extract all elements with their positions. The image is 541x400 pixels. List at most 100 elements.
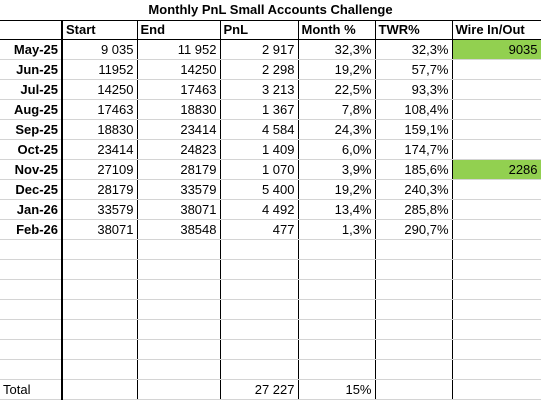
blank-cell	[137, 379, 221, 400]
start-cell: 23414	[62, 139, 138, 160]
end-cell: 18830	[137, 99, 221, 120]
twr-cell: 32,3%	[375, 39, 453, 60]
month-pct-cell: 22,5%	[298, 79, 376, 100]
wire-cell	[452, 99, 541, 120]
blank-cell	[452, 299, 541, 320]
month-pct-cell: 7,8%	[298, 99, 376, 120]
blank-cell	[298, 359, 376, 380]
twr-cell: 240,3%	[375, 179, 453, 200]
start-cell: 18830	[62, 119, 138, 140]
twr-cell: 185,6%	[375, 159, 453, 180]
column-header: Start	[62, 20, 138, 40]
blank-cell	[375, 379, 453, 400]
end-cell: 17463	[137, 79, 221, 100]
data-row: Sep-25 18830 23414 4 584 24,3% 159,1%	[0, 119, 541, 140]
pnl-cell: 4 584	[220, 119, 299, 140]
blank-cell	[0, 239, 63, 260]
start-cell: 27109	[62, 159, 138, 180]
title-row: Monthly PnL Small Accounts Challenge	[0, 0, 541, 21]
blank-cell	[375, 259, 453, 280]
end-cell: 28179	[137, 159, 221, 180]
blank-cell	[452, 359, 541, 380]
start-cell: 17463	[62, 99, 138, 120]
total-month-pct: 15%	[298, 379, 376, 400]
sheet-title: Monthly PnL Small Accounts Challenge	[0, 0, 541, 21]
month-pct-cell: 1,3%	[298, 219, 376, 240]
blank-cell	[0, 299, 63, 320]
blank-cell	[62, 239, 138, 260]
pnl-cell: 2 917	[220, 39, 299, 60]
blank-cell	[137, 359, 221, 380]
end-cell: 11 952	[137, 39, 221, 60]
column-header: Wire In/Out	[452, 20, 541, 40]
blank-cell	[298, 259, 376, 280]
start-cell: 28179	[62, 179, 138, 200]
pnl-cell: 477	[220, 219, 299, 240]
pnl-cell: 1 070	[220, 159, 299, 180]
month-label: Oct-25	[0, 139, 63, 160]
twr-cell: 159,1%	[375, 119, 453, 140]
data-row: Jun-25 11952 14250 2 298 19,2% 57,7%	[0, 59, 541, 80]
month-label: Jan-26	[0, 199, 63, 220]
blank-cell	[375, 279, 453, 300]
blank-cell	[298, 279, 376, 300]
data-row: Feb-26 38071 38548 477 1,3% 290,7%	[0, 219, 541, 240]
blank-cell	[452, 319, 541, 340]
blank-cell	[62, 359, 138, 380]
blank-row	[0, 259, 541, 280]
blank-cell	[220, 279, 299, 300]
header-row: Start End PnL Month % TWR% Wire In/Out	[0, 20, 541, 40]
blank-row	[0, 339, 541, 360]
pnl-cell: 2 298	[220, 59, 299, 80]
blank-cell	[375, 359, 453, 380]
blank-cell	[0, 359, 63, 380]
month-label: Dec-25	[0, 179, 63, 200]
blank-cell	[137, 259, 221, 280]
blank-cell	[298, 239, 376, 260]
end-cell: 24823	[137, 139, 221, 160]
blank-cell	[62, 319, 138, 340]
data-row: Aug-25 17463 18830 1 367 7,8% 108,4%	[0, 99, 541, 120]
end-cell: 38071	[137, 199, 221, 220]
month-label: Jul-25	[0, 79, 63, 100]
pnl-cell: 3 213	[220, 79, 299, 100]
month-pct-cell: 6,0%	[298, 139, 376, 160]
start-cell: 9 035	[62, 39, 138, 60]
blank-cell	[62, 339, 138, 360]
blank-cell	[62, 259, 138, 280]
blank-cell	[375, 299, 453, 320]
start-cell: 11952	[62, 59, 138, 80]
month-label: Sep-25	[0, 119, 63, 140]
twr-cell: 290,7%	[375, 219, 453, 240]
blank-cell	[137, 299, 221, 320]
blank-cell	[452, 339, 541, 360]
blank-cell	[452, 379, 541, 400]
blank-cell	[220, 359, 299, 380]
blank-row	[0, 279, 541, 300]
month-label: Jun-25	[0, 59, 63, 80]
blank-cell	[62, 379, 138, 400]
month-pct-cell: 19,2%	[298, 59, 376, 80]
blank-cell	[0, 319, 63, 340]
blank-cell	[0, 279, 63, 300]
column-header: End	[137, 20, 221, 40]
month-pct-cell: 24,3%	[298, 119, 376, 140]
month-pct-cell: 32,3%	[298, 39, 376, 60]
end-cell: 33579	[137, 179, 221, 200]
pnl-cell: 5 400	[220, 179, 299, 200]
blank-row	[0, 319, 541, 340]
start-cell: 38071	[62, 219, 138, 240]
blank-cell	[62, 299, 138, 320]
column-header: Month %	[298, 20, 376, 40]
blank-cell	[452, 239, 541, 260]
month-label: Feb-26	[0, 219, 63, 240]
data-row: Jul-25 14250 17463 3 213 22,5% 93,3%	[0, 79, 541, 100]
end-cell: 14250	[137, 59, 221, 80]
blank-cell	[375, 319, 453, 340]
twr-cell: 108,4%	[375, 99, 453, 120]
column-header: PnL	[220, 20, 299, 40]
blank-cell	[137, 279, 221, 300]
blank-row	[0, 299, 541, 320]
